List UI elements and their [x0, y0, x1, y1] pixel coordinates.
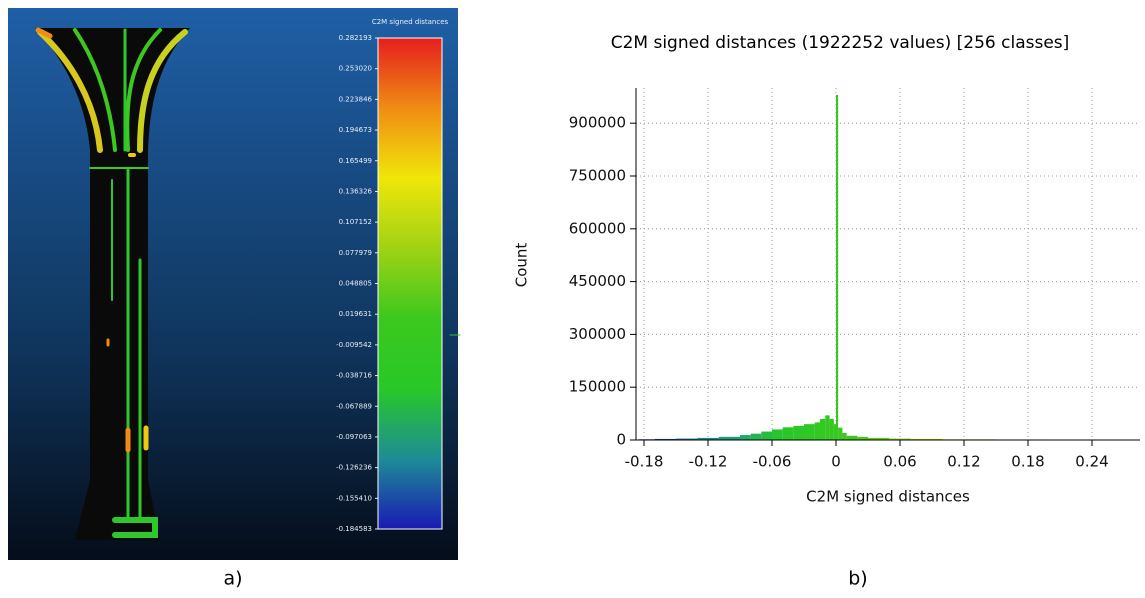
colorbar-tick-label: 0.107152 [339, 218, 372, 226]
y-axis-label: Count [513, 243, 531, 288]
histogram-bar [772, 429, 783, 440]
histogram-bar [842, 433, 846, 440]
y-tick-label: 450000 [569, 272, 626, 290]
x-axis-label: C2M signed distances [806, 488, 970, 506]
chart-title: C2M signed distances (1922252 values) [2… [611, 33, 1070, 53]
x-tick-label: 0.06 [883, 453, 916, 471]
colorbar-tick-label: -0.155410 [336, 494, 372, 502]
colorbar-tick-label: 0.019631 [339, 310, 372, 318]
histogram-bar [815, 422, 820, 440]
colorbar-tick-label: 0.165499 [339, 157, 372, 165]
x-tick-label: 0.12 [947, 453, 980, 471]
x-tick-label: -0.18 [625, 453, 664, 471]
colorbar-tick-label: 0.282193 [339, 34, 372, 42]
panel-caption: b) [848, 568, 867, 590]
colorbar-tick-label: -0.126236 [336, 464, 372, 472]
x-tick-label: 0.18 [1011, 453, 1044, 471]
colorbar-tick-label: 0.223846 [339, 95, 373, 103]
histogram-bar [751, 434, 762, 440]
x-tick-label: -0.06 [753, 453, 792, 471]
colorbar-tick-label: 0.077979 [339, 249, 372, 257]
panel-caption: a) [223, 568, 242, 590]
histogram-bar [740, 435, 751, 440]
histogram-bar [825, 415, 829, 440]
y-tick-label: 600000 [569, 219, 626, 237]
colorbar [378, 38, 442, 529]
histogram-bar [820, 419, 825, 440]
y-tick-label: 300000 [569, 325, 626, 343]
x-tick-label: 0.24 [1075, 453, 1108, 471]
histogram-bar [847, 436, 858, 440]
colorbar-tick-label: 0.136326 [339, 187, 373, 195]
colorbar-tick-label: -0.009542 [336, 341, 372, 349]
x-tick-label: 0 [831, 453, 841, 471]
colorbar-tick-label: -0.184583 [336, 525, 372, 533]
histogram-bar [838, 428, 842, 440]
histogram-bar [836, 95, 838, 440]
histogram-bar [834, 424, 836, 440]
colorbar-tick-label: -0.067889 [336, 402, 372, 410]
histogram-bar [761, 432, 772, 440]
colorbar-tick-label: 0.048805 [339, 280, 372, 288]
colorbar-tick-label: -0.038716 [336, 372, 372, 380]
colorbar-tick-label: -0.097063 [336, 433, 372, 441]
y-tick-label: 150000 [569, 378, 626, 396]
x-tick-label: -0.12 [689, 453, 728, 471]
colorbar-title: C2M signed distances [372, 18, 449, 26]
histogram-bar [793, 426, 804, 440]
histogram-bar [804, 424, 815, 440]
histogram-bar [783, 427, 794, 440]
y-tick-label: 0 [616, 431, 626, 449]
y-tick-label: 750000 [569, 167, 626, 185]
histogram-bar [830, 419, 834, 440]
figure: C2M signed distances a) b) C2M signed di… [0, 0, 1145, 598]
y-tick-label: 900000 [569, 114, 626, 132]
colorbar-tick-label: 0.194673 [339, 126, 372, 134]
colorbar-tick-label: 0.253020 [339, 65, 372, 73]
